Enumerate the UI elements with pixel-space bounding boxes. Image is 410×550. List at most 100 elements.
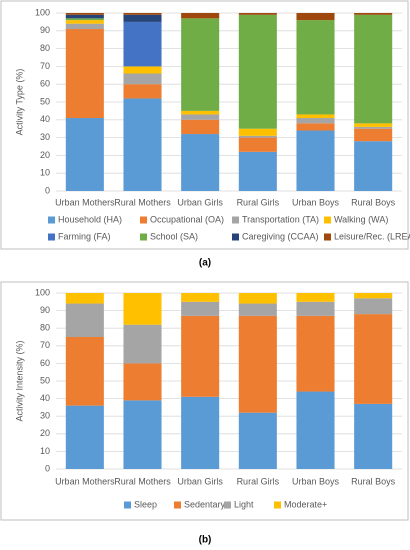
bar-segment (354, 123, 393, 127)
x-tick-label: Rural Girls (237, 197, 280, 207)
bar-segment (354, 293, 393, 299)
x-tick-label: Rural Boys (351, 476, 396, 486)
y-tick-label: 100 (35, 7, 50, 17)
y-tick-label: 60 (40, 79, 50, 89)
bar-segment (238, 303, 277, 316)
bar-segment (181, 18, 220, 111)
legend-label: Sleep (134, 499, 157, 509)
legend-swatch (140, 233, 147, 241)
caption: (a) (199, 258, 211, 269)
bar-segment (181, 119, 220, 135)
y-tick-label: 80 (40, 43, 50, 53)
legend-label: Caregiving (CCAA) (242, 231, 319, 241)
x-tick-label: Urban Boys (292, 197, 340, 207)
bar-segment (296, 315, 335, 392)
bar-segment (296, 114, 335, 119)
legend-swatch (174, 501, 181, 509)
bar-segment (354, 13, 393, 15)
bar-segment (65, 18, 104, 21)
legend-label: School (SA) (150, 231, 198, 241)
x-tick-label: Urban Boys (292, 476, 340, 486)
y-tick-label: 50 (40, 375, 50, 385)
bar-segment (296, 391, 335, 469)
bar-segment (238, 137, 277, 152)
bar-segment (65, 20, 104, 24)
legend-label: Light (234, 499, 254, 509)
bar-segment (65, 13, 104, 15)
bar-segment (123, 73, 162, 85)
y-tick-label: 30 (40, 411, 50, 421)
y-tick-label: 0 (45, 185, 50, 195)
y-tick-label: 50 (40, 96, 50, 106)
bar-segment (238, 315, 277, 413)
y-tick-label: 20 (40, 428, 50, 438)
bar-segment (123, 21, 162, 67)
bar-segment (354, 298, 393, 315)
bar-segment (181, 13, 220, 19)
legend-label: Household (HA) (58, 214, 122, 224)
legend-swatch (140, 216, 147, 224)
legend-label: Occupational (OA) (150, 214, 224, 224)
bar-segment (123, 13, 162, 15)
bar-segment (238, 135, 277, 138)
bar-segment (238, 412, 277, 469)
bar-segment (354, 126, 393, 129)
bar-segment (238, 151, 277, 191)
bar-segment (65, 29, 104, 119)
legend-label: Moderate+ (284, 499, 327, 509)
bar-segment (181, 396, 220, 469)
legend-label: Leisure/Rec. (LREA) (334, 231, 410, 241)
bar-segment (65, 14, 104, 19)
legend-label: Transportation (TA) (242, 214, 319, 224)
legend-label: Sedentary (184, 499, 226, 509)
bar-segment (65, 303, 104, 337)
x-tick-label: Urban Mothers (55, 197, 115, 207)
legend-swatch (48, 233, 55, 241)
bar-segment (181, 114, 220, 120)
x-tick-label: Urban Mothers (55, 476, 115, 486)
y-tick-label: 80 (40, 323, 50, 333)
legend-swatch (224, 501, 231, 509)
y-tick-label: 10 (40, 446, 50, 456)
bar-segment (65, 23, 104, 30)
panel-border (0, 281, 409, 521)
bar-segment (181, 110, 220, 115)
x-tick-label: Rural Mothers (114, 476, 171, 486)
bar-segment (123, 98, 162, 191)
y-tick-label: 10 (40, 168, 50, 178)
bar-segment (296, 130, 335, 191)
y-tick-label: 20 (40, 150, 50, 160)
legend-swatch (48, 216, 55, 224)
legend-swatch (274, 501, 281, 509)
legend-swatch (232, 233, 239, 241)
bar-segment (296, 293, 335, 302)
legend-swatch (232, 216, 239, 224)
y-tick-label: 90 (40, 25, 50, 35)
y-axis-title: Activity Type (%) (14, 69, 24, 136)
bar-segment (123, 66, 162, 74)
y-tick-label: 90 (40, 305, 50, 315)
bar-segment (181, 134, 220, 191)
x-tick-label: Urban Girls (177, 476, 223, 486)
bar-segment (296, 118, 335, 124)
y-tick-label: 40 (40, 393, 50, 403)
bar-segment (296, 13, 335, 21)
bar-segment (354, 314, 393, 404)
bar-segment (354, 403, 393, 469)
bar-segment (123, 363, 162, 401)
bar-segment (181, 315, 220, 397)
y-tick-label: 0 (45, 463, 50, 473)
legend-label: Farming (FA) (58, 231, 111, 241)
bar-segment (123, 293, 162, 325)
bar-segment (65, 405, 104, 469)
x-tick-label: Urban Girls (177, 197, 223, 207)
caption: (b) (199, 535, 212, 546)
bar-segment (354, 128, 393, 142)
x-tick-label: Rural Girls (237, 476, 280, 486)
x-tick-label: Rural Boys (351, 197, 396, 207)
y-tick-label: 40 (40, 114, 50, 124)
bar-segment (354, 141, 393, 191)
bar-segment (238, 128, 277, 136)
bar-segment (123, 84, 162, 99)
legend-swatch (324, 233, 331, 241)
